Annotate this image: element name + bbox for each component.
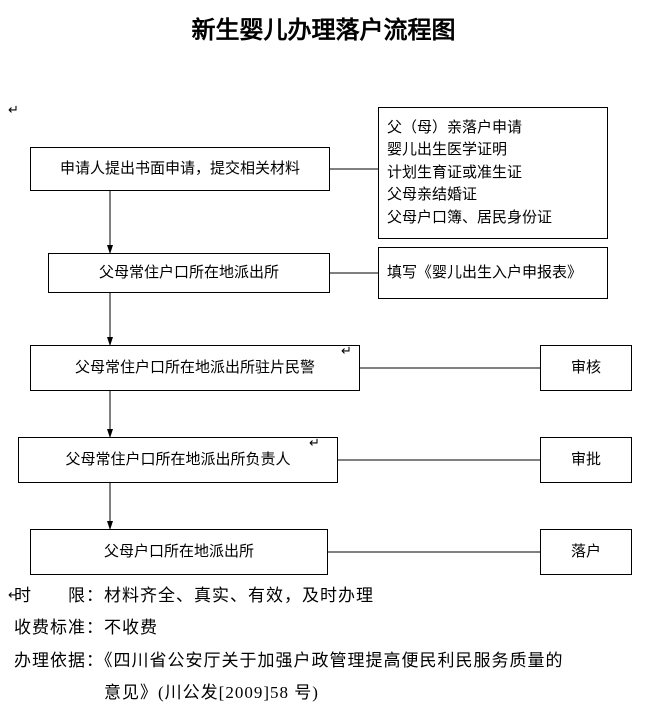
flow-node-step4: 父母常住户口所在地派出所负责人 [18,437,338,483]
flow-node-step3: 父母常住户口所在地派出所驻片民警 [30,345,360,391]
flow-node-step5: 父母户口所在地派出所 [30,529,328,575]
flow-node-register: 落户 [540,529,632,575]
footer-line-0: 时 限：材料齐全、真实、有效，及时办理 [14,580,564,612]
footer-line-2: 办理依据：《四川省公安厅关于加强户政管理提高便民利民服务质量的 [14,645,564,677]
flow-node-form: 填写《婴儿出生入户申报表》 [378,247,608,299]
footer-line-1: 收费标准：不收费 [14,612,564,644]
footer-line-3: 意见》(川公发[2009]58 号) [14,677,564,709]
footer-block: 时 限：材料齐全、真实、有效，及时办理收费标准：不收费办理依据：《四川省公安厅关… [14,580,564,709]
flow-node-review: 审核 [540,345,632,391]
return-marker-2: ↵ [309,435,320,451]
flowchart-canvas: 申请人提出书面申请，提交相关材料 父（母）亲落户申请婴儿出生医学证明计划生育证或准… [0,55,647,615]
flow-node-docs: 父（母）亲落户申请婴儿出生医学证明计划生育证或准生证父母亲结婚证父母户口簿、居民… [378,107,608,239]
return-marker-1: ↵ [341,343,352,359]
flow-node-step1: 申请人提出书面申请，提交相关材料 [30,147,330,191]
return-marker-0: ↵ [8,102,19,118]
page-title: 新生婴儿办理落户流程图 [0,0,647,55]
flow-node-approve: 审批 [540,437,632,483]
flow-node-step2: 父母常住户口所在地派出所 [48,253,330,293]
